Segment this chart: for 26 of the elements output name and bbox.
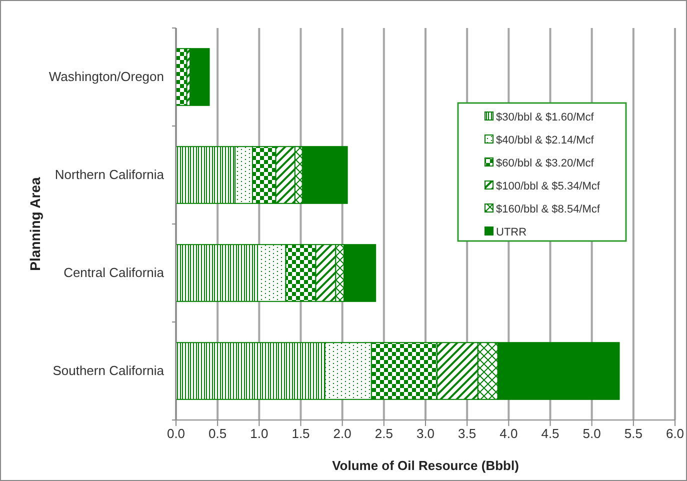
x-tick-label: 4.0 bbox=[500, 426, 518, 442]
x-tick-label: 1.5 bbox=[292, 426, 310, 442]
legend-label: $40/bbl & $2.14/Mcf bbox=[496, 134, 595, 146]
y-axis-title: Planning Area bbox=[27, 176, 43, 271]
legend-label: $60/bbl & $3.20/Mcf bbox=[496, 158, 595, 170]
legend-label: UTRR bbox=[496, 226, 527, 238]
legend-label: $30/bbl & $1.60/Mcf bbox=[496, 112, 595, 124]
x-tick-label: 5.0 bbox=[582, 426, 601, 442]
x-tick-label: 3.0 bbox=[416, 426, 435, 442]
x-tick-label: 5.5 bbox=[624, 426, 642, 442]
y-tick-label: Northern California bbox=[54, 167, 165, 182]
y-tick-label: Southern California bbox=[52, 363, 165, 378]
legend-label: $100/bbl & $5.34/Mcf bbox=[496, 180, 601, 192]
y-tick-label: Washington/Oregon bbox=[48, 69, 164, 84]
x-tick-label: 2.0 bbox=[333, 426, 352, 442]
x-tick-label: 0.5 bbox=[208, 426, 227, 442]
x-tick-label: 1.0 bbox=[250, 426, 268, 442]
legend-label: $160/bbl & $8.54/Mcf bbox=[496, 204, 601, 216]
x-tick-label: 6.0 bbox=[666, 426, 684, 442]
x-axis-title: Volume of Oil Resource (Bbbl) bbox=[332, 458, 519, 473]
x-tick-label: 2.5 bbox=[374, 426, 393, 442]
x-tick-label: 4.5 bbox=[541, 426, 560, 442]
y-tick-label: Central California bbox=[64, 265, 165, 280]
x-tick-label: 0.0 bbox=[166, 426, 186, 442]
bar bbox=[190, 48, 210, 106]
x-tick-label: 3.5 bbox=[458, 426, 476, 442]
